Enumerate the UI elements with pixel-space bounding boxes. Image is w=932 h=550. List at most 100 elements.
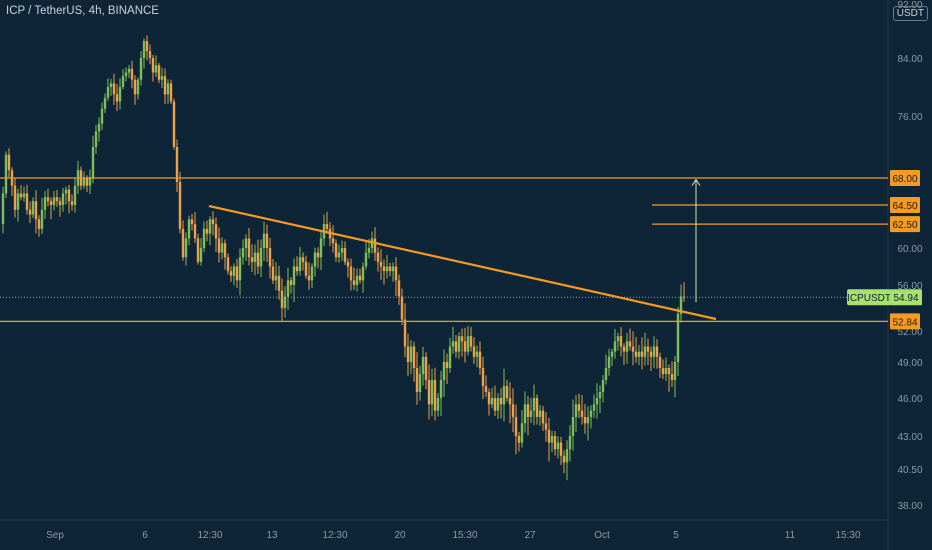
candle-body [52,197,56,205]
candle-body [235,266,239,281]
candle-body [130,68,134,80]
candle-body [145,41,149,52]
candle-body [385,266,389,272]
candle-body [559,442,563,456]
candle-body [298,257,302,272]
candle-body [193,224,197,239]
candle-body [442,362,446,380]
candle-body [169,83,173,102]
candle-body [412,346,416,368]
candle-body [565,449,569,463]
candle-body [469,336,473,347]
candle-body [13,185,17,210]
candle-body [325,224,329,229]
candle-body [19,193,23,198]
candle-body [505,386,509,398]
candle-body [436,398,440,411]
candle-body [16,193,20,210]
candle-body [379,261,383,267]
level-price-badge [890,313,920,330]
candle-body [118,87,122,102]
candle-body [46,197,50,202]
candle-body [124,72,128,77]
candle-body [295,266,299,272]
candle-body [250,257,254,262]
y-tick-label: 40.50 [897,465,922,476]
x-tick-label: 15:30 [835,530,860,541]
candle-body [268,248,272,267]
candle-body [172,101,176,147]
candle-body [319,238,323,258]
target-arrow-head [691,178,701,186]
currency-badge[interactable]: USDT [892,6,928,21]
candle-body [676,313,680,362]
candle-body [211,219,215,225]
candle-body [517,436,521,443]
candle-body [661,368,665,374]
candle-body [259,248,263,267]
level-price-label: 68.00 [892,174,917,185]
candle-body [400,296,404,320]
candle-body [340,248,344,253]
candle-body [649,351,653,357]
candle-body [184,238,188,258]
candle-body [538,410,542,417]
candle-body [331,238,335,244]
candle-body [607,356,611,368]
candle-body [229,271,233,276]
candle-body [475,351,479,357]
candle-body [424,356,428,380]
candle-body [439,380,443,398]
candle-body [25,193,29,210]
current-symbol-badge [847,289,891,306]
candle-body [133,79,137,95]
candle-body [121,76,125,87]
candle-body [97,123,101,132]
candle-body [553,436,557,450]
candle-body [457,336,461,352]
candle-body [316,252,320,258]
y-tick-label: 56.00 [897,281,922,292]
candle-body [136,79,140,95]
candle-body [349,266,353,281]
candle-body [634,351,638,357]
candle-body [388,266,392,272]
candle-body [262,233,266,248]
candle-body [637,351,641,357]
y-tick-label: 52.00 [897,327,922,338]
candle-body [571,417,575,436]
y-tick-label: 76.00 [897,112,922,123]
candle-body [502,386,506,405]
candle-body [562,455,566,463]
candle-body [157,65,161,80]
x-tick-label: Sep [46,530,64,541]
candle-body [679,296,683,314]
candle-body [643,346,647,357]
level-price-label: 62.50 [892,220,917,231]
candle-body [292,266,296,285]
candle-body [352,280,356,285]
candle-body [490,398,494,405]
candle-body [304,261,308,276]
candle-body [598,392,602,398]
x-tick-label: 6 [142,530,148,541]
candle-body [466,336,470,352]
candle-body [397,280,401,297]
candle-body [82,178,86,186]
candle-body [520,423,524,443]
candle-body [214,224,218,239]
y-tick-label: 84.00 [897,54,922,65]
candle-body [529,410,533,417]
candle-body [37,219,41,229]
candle-body [583,417,587,424]
candle-body [199,248,203,262]
level-price-badge [890,197,920,213]
candle-body [22,193,26,198]
candle-body [535,398,539,417]
candle-body [526,404,530,417]
candle-body [463,341,467,352]
candle-body [43,197,47,210]
x-tick-label: 5 [673,530,679,541]
